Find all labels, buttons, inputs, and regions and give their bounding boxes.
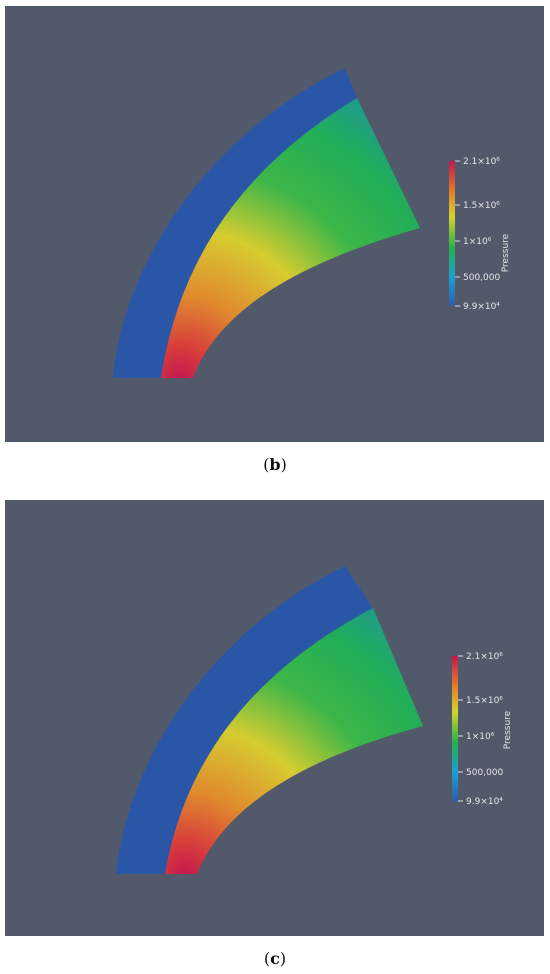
- colorbar-tick-label: 9.9×10⁴: [466, 797, 503, 807]
- outer-wall-band: [116, 566, 373, 874]
- colorbar-tick-label: 500,000: [463, 273, 500, 283]
- pressure-plot-b-canvas: 2.1×10⁶ 1.5×10⁶ 1×10⁶ 500,000 9.9×10⁴ Pr…: [5, 6, 544, 442]
- colorbar-tick-label: 1×10⁶: [466, 732, 495, 742]
- panel-caption-letter: c: [270, 949, 280, 968]
- pressure-field-region: [165, 608, 423, 874]
- panel-caption-letter: b: [269, 455, 281, 474]
- colorbar: [452, 656, 458, 801]
- colorbar-tick-label: 1×10⁶: [463, 237, 492, 247]
- colorbar-ticks: [458, 655, 463, 802]
- colorbar-tick-label: 1.5×10⁶: [463, 201, 500, 211]
- colorbar-title: Pressure: [501, 233, 511, 272]
- colorbar-tick-label: 2.1×10⁶: [466, 652, 503, 662]
- colorbar-tick-label: 500,000: [466, 768, 503, 778]
- pressure-plot-c-canvas: 2.1×10⁶ 1.5×10⁶ 1×10⁶ 500,000 9.9×10⁴ Pr…: [5, 500, 544, 936]
- colorbar-ticks: [455, 160, 460, 307]
- pressure-plot-c: 2.1×10⁶ 1.5×10⁶ 1×10⁶ 500,000 9.9×10⁴ Pr…: [5, 500, 544, 936]
- colorbar-tick-label: 9.9×10⁴: [463, 302, 500, 312]
- pressure-plot-b: 2.1×10⁶ 1.5×10⁶ 1×10⁶ 500,000 9.9×10⁴ Pr…: [5, 6, 544, 442]
- panel-caption-c: (c): [263, 949, 287, 968]
- pressure-field-region: [161, 98, 420, 378]
- outer-wall-band: [113, 68, 357, 378]
- panel-caption-b: (b): [263, 455, 287, 474]
- colorbar: [449, 161, 455, 306]
- colorbar-tick-label: 2.1×10⁶: [463, 157, 500, 167]
- colorbar-tick-label: 1.5×10⁶: [466, 696, 503, 706]
- colorbar-title: Pressure: [503, 710, 513, 749]
